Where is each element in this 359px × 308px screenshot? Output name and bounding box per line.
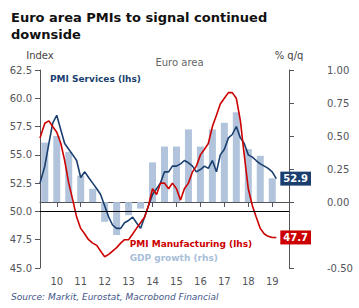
svg-text:downside: downside: [11, 27, 81, 42]
svg-text:Index: Index: [26, 50, 54, 61]
svg-text:0.75: 0.75: [327, 98, 349, 109]
svg-text:57.5: 57.5: [10, 121, 32, 132]
svg-text:0.25: 0.25: [327, 164, 349, 175]
svg-text:50.0: 50.0: [10, 206, 32, 217]
svg-text:18: 18: [242, 276, 255, 287]
svg-text:13: 13: [122, 276, 135, 287]
svg-text:1.00: 1.00: [327, 65, 349, 76]
svg-text:Euro area PMIs to signal conti: Euro area PMIs to signal continued: [11, 10, 267, 25]
svg-text:12: 12: [98, 276, 111, 287]
svg-text:15: 15: [170, 276, 183, 287]
svg-text:55.0: 55.0: [10, 149, 32, 160]
svg-text:17: 17: [218, 276, 231, 287]
svg-text:19: 19: [266, 276, 279, 287]
svg-text:PMI Manufacturing (lhs): PMI Manufacturing (lhs): [130, 239, 253, 249]
svg-text:52.9: 52.9: [283, 173, 308, 184]
svg-text:% q/q: % q/q: [275, 50, 304, 61]
svg-text:PMI Services (lhs): PMI Services (lhs): [50, 74, 141, 84]
svg-text:47.5: 47.5: [10, 234, 32, 245]
svg-text:45.0: 45.0: [10, 263, 32, 274]
svg-text:60.0: 60.0: [10, 93, 32, 104]
svg-text:Source: Markit, Eurostat, Macr: Source: Markit, Eurostat, Macrobond Fina…: [11, 292, 219, 302]
svg-text:0.50: 0.50: [327, 131, 349, 142]
svg-text:0.00: 0.00: [327, 197, 349, 208]
svg-text:16: 16: [194, 276, 207, 287]
svg-text:62.5: 62.5: [10, 65, 32, 76]
svg-text:GDP growth (rhs): GDP growth (rhs): [130, 253, 218, 263]
svg-text:47.7: 47.7: [283, 232, 308, 243]
svg-text:11: 11: [74, 276, 87, 287]
svg-text:10: 10: [50, 276, 63, 287]
svg-text:Euro area: Euro area: [155, 57, 203, 68]
svg-text:-0.50: -0.50: [327, 263, 353, 274]
svg-text:14: 14: [146, 276, 159, 287]
svg-text:52.5: 52.5: [10, 178, 32, 189]
